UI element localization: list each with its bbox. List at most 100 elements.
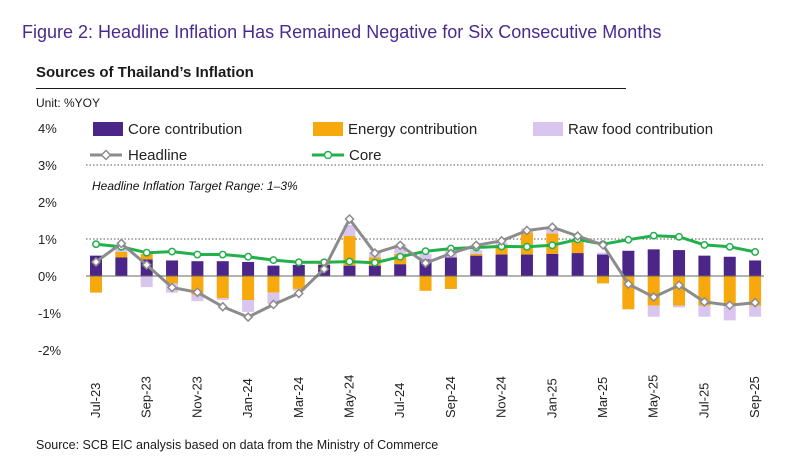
headline-point-jun-24 (369, 247, 380, 259)
raw-food-contribution-bar-mar-25 (597, 252, 609, 255)
legend-core-contribution: Core contribution (128, 121, 242, 138)
legend-raw-food-contribution: Raw food contribution (568, 121, 713, 138)
headline-point-jan-24 (243, 312, 254, 323)
core-point-aug-24 (421, 247, 430, 256)
x-tick-label: Mar-24 (291, 377, 306, 418)
energy-contribution-bar-nov-23 (191, 276, 204, 295)
energy-contribution-bar-oct-23 (166, 276, 179, 284)
core-contribution-bar-dec-23 (216, 261, 229, 276)
headline-point-nov-24 (496, 235, 507, 246)
headline-point-jan-25 (547, 222, 558, 233)
core-contribution-bar-oct-24 (470, 255, 483, 276)
headline-point-aug-23 (116, 238, 127, 249)
energy-contribution-bar-may-24 (343, 236, 356, 266)
x-tick-label: Jul-24 (392, 383, 407, 418)
headline-point-jul-25 (699, 296, 710, 307)
figure-title: Figure 2: Headline Inflation Has Remaine… (22, 22, 662, 42)
core-contribution-bar-dec-24 (520, 254, 533, 276)
core-point-sep-25 (751, 248, 760, 256)
x-tick-label: Jan-24 (240, 378, 255, 418)
headline-point-feb-25 (572, 230, 583, 242)
core-point-jun-24 (370, 258, 379, 267)
energy-contribution-bar-mar-24 (292, 276, 305, 289)
core-contribution-bar-jan-24 (242, 261, 255, 276)
y-tick-label: 1% (38, 232, 57, 247)
core-contribution-bar-jan-25 (546, 253, 559, 276)
raw-food-contribution-bar-sep-23 (140, 276, 153, 288)
core-point-aug-25 (725, 242, 734, 251)
x-tick-label: May-24 (342, 375, 357, 418)
headline-point-oct-24 (471, 240, 482, 251)
headline-point-mar-25 (597, 239, 609, 250)
core-point-may-25 (649, 231, 658, 240)
core-point-sep-23 (142, 248, 151, 257)
core-point-oct-23 (168, 247, 177, 256)
energy-contribution-bar-feb-25 (571, 241, 584, 254)
core-point-jun-25 (675, 232, 683, 241)
legend-swatch-energy-contribution (313, 122, 343, 136)
y-tick-label: 4% (38, 121, 57, 136)
legend-core: Core (349, 147, 382, 164)
legend-swatch-headline-marker (100, 149, 112, 161)
raw-food-contribution-bar-sep-25 (749, 305, 762, 317)
raw-food-contribution-bar-may-24 (343, 224, 356, 237)
energy-contribution-bar-aug-25 (723, 276, 736, 304)
x-tick-label: Nov-24 (494, 376, 509, 418)
source-note: Source: SCB EIC analysis based on data f… (36, 438, 439, 452)
core-contribution-bar-sep-25 (749, 260, 762, 276)
raw-food-contribution-bar-jul-25 (698, 305, 711, 317)
y-tick-label: 2% (38, 195, 57, 210)
core-point-dec-24 (523, 242, 531, 251)
headline-point-feb-24 (268, 299, 279, 310)
headline-point-nov-23 (192, 287, 203, 298)
headline-point-dec-24 (521, 225, 533, 236)
core-point-apr-25 (624, 235, 633, 244)
raw-food-contribution-bar-oct-24 (470, 250, 483, 254)
energy-contribution-bar-jul-23 (90, 276, 102, 293)
y-tick-label: -1% (38, 306, 62, 321)
core-point-nov-23 (193, 250, 202, 259)
headline-point-apr-25 (623, 279, 634, 290)
y-tick-label: -2% (38, 343, 62, 358)
y-tick-label: 0% (38, 269, 57, 284)
core-contribution-bar-may-24 (343, 265, 356, 276)
energy-contribution-bar-aug-24 (419, 276, 432, 291)
x-tick-label: Jul-23 (88, 383, 103, 418)
core-point-dec-23 (218, 250, 227, 259)
energy-contribution-bar-mar-25 (597, 276, 609, 284)
legend-swatch-raw-food-contribution (533, 122, 563, 136)
energy-contribution-bar-feb-24 (267, 276, 280, 293)
raw-food-contribution-bar-apr-25 (622, 250, 635, 251)
x-tick-label: Sep-25 (747, 376, 762, 418)
core-point-jan-24 (244, 252, 253, 261)
raw-food-contribution-bar-aug-24 (419, 253, 432, 260)
core-point-jan-25 (548, 241, 557, 250)
headline-point-sep-24 (445, 248, 456, 259)
headline-point-aug-25 (724, 300, 735, 311)
headline-point-apr-24 (319, 263, 330, 275)
headline-point-dec-23 (217, 301, 228, 312)
raw-food-contribution-bar-feb-24 (267, 292, 280, 304)
core-point-jul-23 (92, 240, 100, 249)
core-contribution-bar-feb-24 (267, 265, 280, 276)
x-tick-label: Sep-23 (139, 376, 154, 418)
core-contribution-bar-jul-25 (698, 255, 711, 276)
x-tick-label: Sep-24 (443, 376, 458, 418)
core-point-feb-24 (269, 256, 278, 265)
unit-label: Unit: %YOY (36, 96, 101, 110)
legend-swatch-core-contribution (93, 122, 123, 136)
core-point-may-24 (345, 257, 354, 266)
x-tick-label: Mar-25 (595, 377, 610, 418)
energy-contribution-bar-jan-24 (242, 276, 255, 301)
raw-food-contribution-bar-jan-24 (242, 300, 255, 312)
headline-point-oct-23 (166, 282, 178, 293)
core-contribution-bar-nov-24 (495, 254, 508, 276)
chart-title: Sources of Thailand’s Inflation (36, 64, 254, 81)
core-contribution-bar-mar-24 (292, 264, 305, 276)
energy-contribution-bar-nov-24 (495, 247, 508, 255)
energy-contribution-bar-oct-24 (470, 253, 483, 256)
energy-contribution-bar-sep-24 (444, 276, 457, 289)
core-contribution-bar-oct-23 (166, 260, 179, 276)
headline-point-mar-24 (293, 288, 304, 299)
